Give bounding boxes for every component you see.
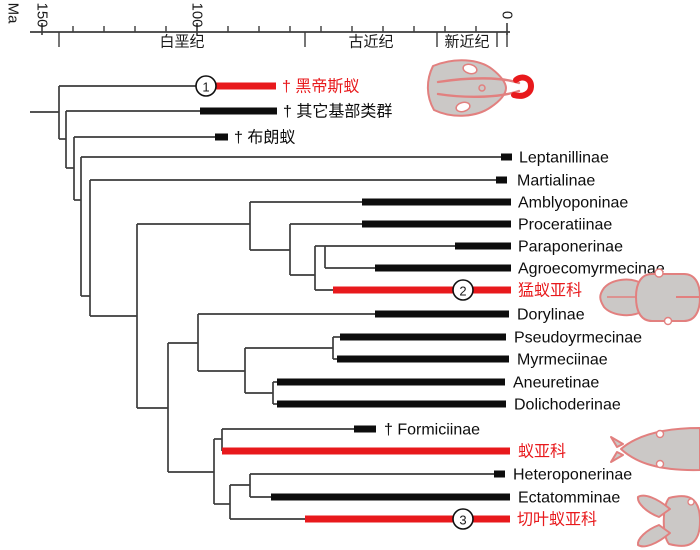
- hell-ant-eye-icon: [455, 101, 471, 113]
- formicine-ant-head-icon: [620, 427, 700, 472]
- taxon-range-bar: [333, 286, 511, 294]
- formicine-ant-mandible-icon: [610, 436, 624, 448]
- ponerine-ant-eye-icon: [663, 316, 673, 326]
- taxon-range-bar: [501, 153, 512, 161]
- taxon-label: † 布朗蚁: [234, 129, 295, 147]
- axis-tick-label: 100: [189, 2, 206, 27]
- taxon-range-bar: [337, 355, 509, 363]
- taxon-range-bar: [496, 176, 507, 184]
- ponerine-ant-head-icon: [635, 273, 700, 322]
- taxon-range-bar: [340, 333, 506, 341]
- period-label: 古近纪: [348, 34, 393, 51]
- myrmicine-ant-mandible-icon: [636, 494, 671, 518]
- node-marker-number: 3: [459, 513, 466, 528]
- taxon-label: Agroecomyrmecinae: [518, 261, 665, 278]
- taxon-label: † 其它基部类群: [283, 103, 392, 121]
- taxon-range-bar: [222, 447, 510, 455]
- axis-tick-label: 0: [499, 11, 516, 19]
- taxon-range-bar: [200, 107, 277, 115]
- taxon-range-bar: [305, 515, 510, 523]
- node-marker-number: 1: [202, 80, 209, 95]
- hell-ant-eye-icon: [462, 63, 478, 75]
- taxon-range-bar: [375, 310, 509, 318]
- formicine-ant-eye-icon: [655, 429, 665, 439]
- taxon-label: Pseudoyrmecinae: [514, 330, 642, 347]
- axis-tick-label: 150: [34, 2, 51, 27]
- hell-ant-detail-icon: [478, 84, 486, 92]
- taxon-range-bar: [277, 400, 506, 408]
- taxon-label: 猛蚁亚科: [518, 282, 582, 300]
- ponerine-ant-eye-icon: [654, 268, 664, 278]
- taxon-range-bar: [455, 242, 511, 250]
- taxon-range-bar: [354, 425, 376, 433]
- formicine-ant-mandible-icon: [610, 451, 624, 463]
- taxon-label: Martialinae: [517, 173, 595, 190]
- taxon-range-bar: [216, 82, 276, 90]
- period-label: 新近纪: [444, 34, 489, 51]
- taxon-range-bar: [277, 378, 505, 386]
- taxon-range-bar: [375, 264, 511, 272]
- taxon-label: Leptanillinae: [519, 150, 609, 167]
- period-label: 白垩纪: [159, 34, 204, 51]
- taxon-label: Amblyoponinae: [518, 195, 628, 212]
- taxon-label: Dorylinae: [517, 307, 585, 324]
- taxon-range-bar: [362, 198, 511, 206]
- node-marker-circle: [452, 279, 474, 301]
- node-marker-circle: [452, 508, 474, 530]
- taxon-label: Myrmeciinae: [517, 352, 608, 369]
- myrmicine-ant-mandible-icon: [636, 524, 671, 548]
- hell-ant-hook-icon: [511, 74, 535, 99]
- taxon-label: 蚁亚科: [518, 443, 566, 461]
- axis-unit-label: Ma: [5, 3, 22, 24]
- hell-ant-head-icon: [426, 59, 507, 117]
- taxon-label: Proceratiinae: [518, 217, 612, 234]
- myrmicine-ant-head-icon: [662, 495, 700, 547]
- taxon-range-bar: [271, 493, 510, 501]
- taxon-label: Paraponerinae: [518, 239, 623, 256]
- taxon-label: Heteroponerinae: [513, 467, 632, 484]
- taxon-label: Ectatomminae: [518, 490, 620, 507]
- taxon-label: 切叶蚁亚科: [517, 511, 597, 529]
- node-marker-circle: [195, 75, 217, 97]
- taxon-label: Aneuretinae: [513, 375, 599, 392]
- taxon-range-bar: [215, 133, 228, 141]
- node-marker-number: 2: [459, 284, 466, 299]
- taxon-label: Dolichoderinae: [514, 397, 621, 414]
- myrmicine-ant-eye-icon: [687, 498, 695, 506]
- formicine-ant-eye-icon: [655, 459, 665, 469]
- taxon-label: † Formiciinae: [384, 422, 480, 439]
- taxon-label: † 黑帝斯蚁: [282, 78, 359, 96]
- taxon-range-bar: [494, 470, 505, 478]
- taxon-range-bar: [362, 220, 511, 228]
